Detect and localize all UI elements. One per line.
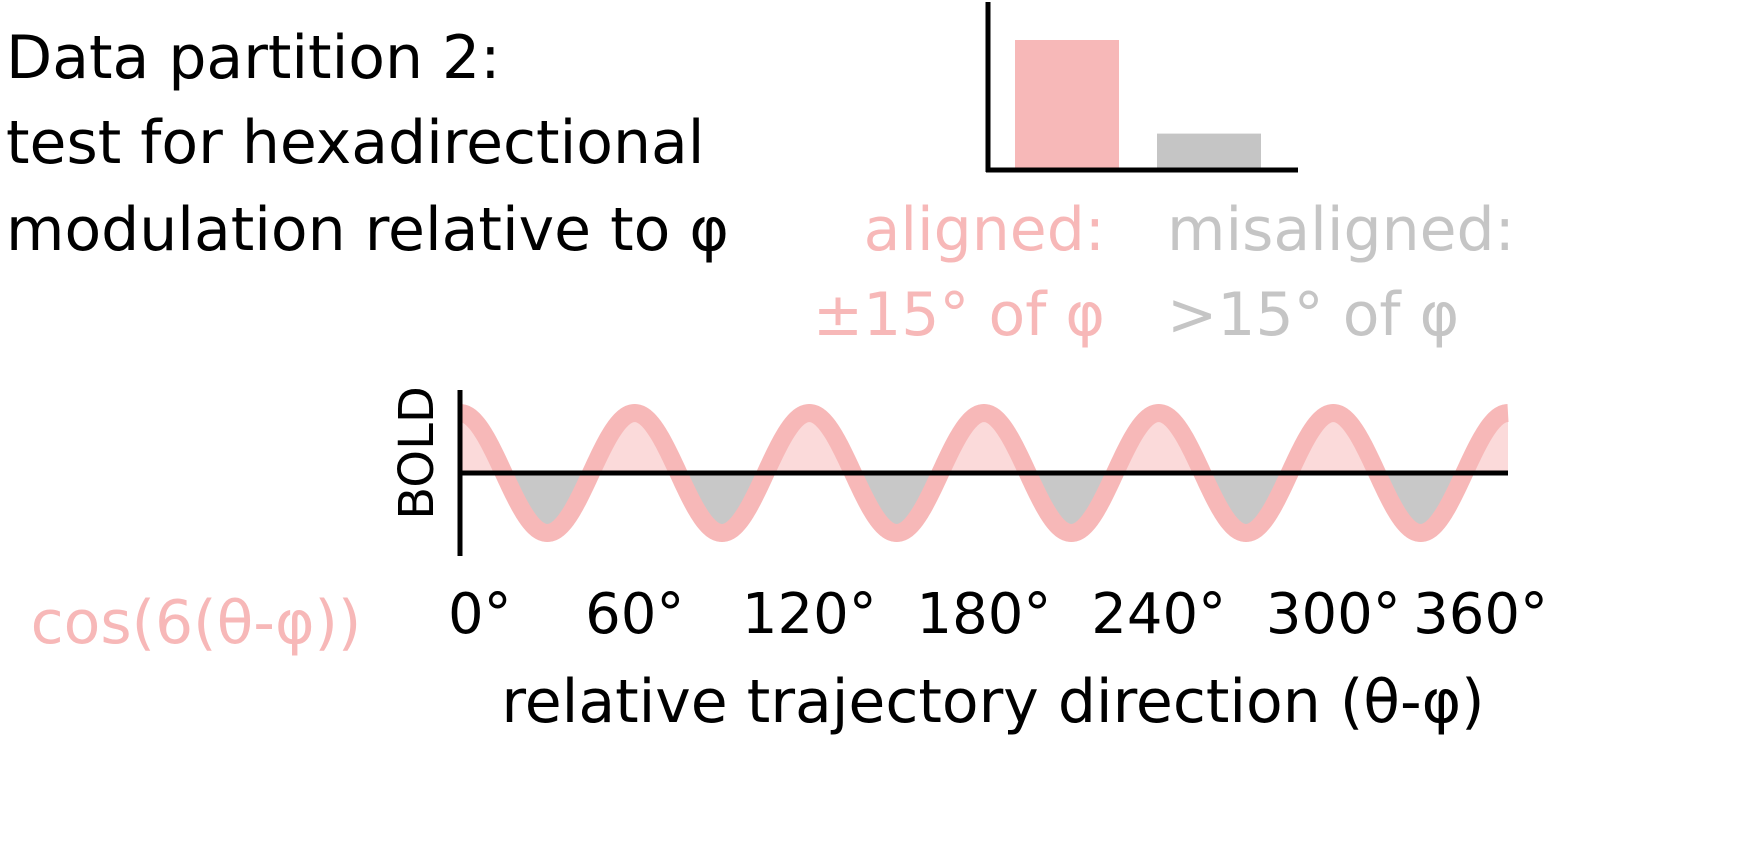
x-axis-label: relative trajectory direction (θ-φ) — [501, 667, 1484, 737]
misaligned-label: misaligned: — [1167, 195, 1515, 265]
title-block: Data partition 2: test for hexadirection… — [6, 23, 729, 265]
x-tick-label: 180° — [917, 582, 1052, 647]
aligned-label: aligned: — [864, 195, 1105, 265]
negative-modulation-fill — [460, 473, 1508, 533]
function-label: cos(6(θ-φ)) — [31, 588, 362, 658]
x-tick-label: 300° — [1266, 582, 1401, 647]
x-tick-label: 60° — [585, 582, 684, 647]
title-line-2: test for hexadirectional — [6, 108, 704, 178]
x-tick-label: 360° — [1413, 582, 1548, 647]
title-line-1: Data partition 2: — [6, 23, 500, 93]
x-tick-label: 0° — [448, 582, 512, 647]
x-tick-label: 120° — [742, 582, 877, 647]
aligned-vs-misaligned-bar-chart: aligned: ±15° of φ misaligned: >15° of φ — [813, 2, 1515, 350]
bar-misaligned — [1157, 133, 1261, 170]
x-tick-label: 240° — [1091, 582, 1226, 647]
bold-modulation-plot: BOLD 0° 60° 120° 180° 240° 300° 360° relative … — [31, 386, 1548, 737]
bar-aligned — [1015, 40, 1119, 170]
y-axis-label: BOLD — [389, 386, 445, 520]
cosine-curve — [452, 404, 1516, 542]
positive-modulation-fill — [460, 413, 1508, 473]
misaligned-range-label: >15° of φ — [1167, 280, 1459, 350]
title-line-3: modulation relative to φ — [6, 195, 729, 265]
aligned-range-label: ±15° of φ — [813, 280, 1105, 350]
x-tick-labels: 0° 60° 120° 180° 240° 300° 360° — [448, 582, 1548, 647]
